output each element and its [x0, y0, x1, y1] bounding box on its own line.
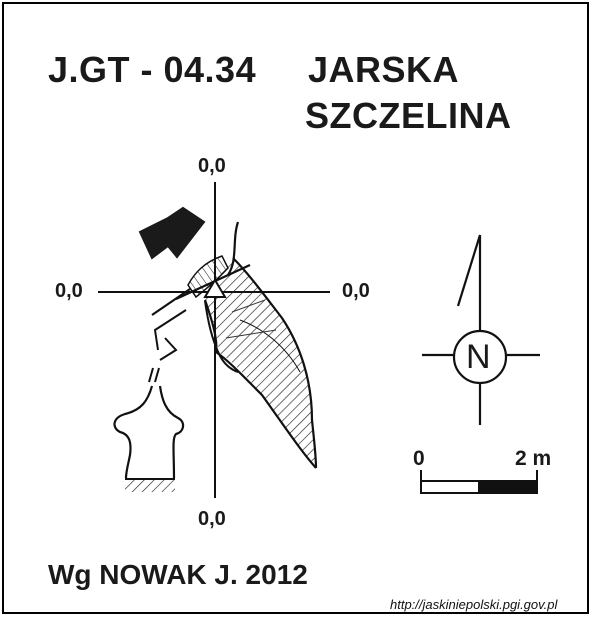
map-frame — [2, 2, 589, 614]
source-url-link[interactable]: http://jaskiniepolski.pgi.gov.pl — [388, 597, 560, 612]
survey-point-triangle-icon — [203, 278, 227, 298]
coordinate-bottom-label: 0,0 — [198, 508, 226, 530]
scale-bar — [420, 470, 538, 494]
cave-code: J.GT - 04.34 — [48, 49, 257, 90]
entrance-arrow-icon — [138, 206, 206, 260]
coordinate-left-label: 0,0 — [55, 280, 83, 302]
coordinate-top-label: 0,0 — [198, 155, 226, 177]
author-credit: Wg NOWAK J. 2012 — [48, 559, 308, 590]
scale-end-label: 2 m — [515, 447, 552, 470]
cave-passage — [151, 221, 318, 469]
lower-chamber — [113, 385, 185, 492]
descent-arrow-icon — [148, 309, 187, 383]
scale-start-label: 0 — [413, 447, 425, 470]
coordinate-right-label: 0,0 — [342, 280, 370, 302]
cave-name-line2: SZCZELINA — [305, 95, 512, 136]
compass-north-label: N — [466, 338, 491, 376]
north-arrow-icon — [456, 234, 482, 307]
compass-icon — [422, 300, 540, 425]
cave-name-line1: JARSKA — [308, 49, 460, 90]
